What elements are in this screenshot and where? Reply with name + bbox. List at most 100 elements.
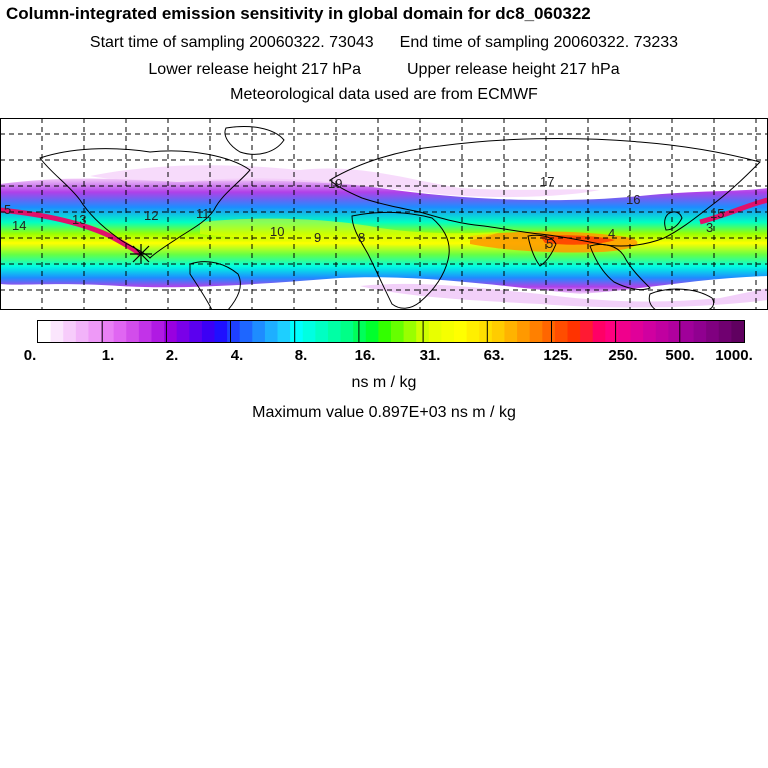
track-label: 8 (358, 230, 365, 245)
track-label: 16 (626, 192, 640, 207)
legend-swatch (151, 321, 165, 342)
maximum-value-label: Maximum value 0.897E+03 ns m / kg (252, 404, 516, 421)
legend-tick-label: 31. (420, 347, 441, 364)
start-time-label: Start time of sampling 20060322. 73043 (89, 34, 374, 51)
legend-ticks (101, 321, 681, 342)
legend-swatch (101, 321, 115, 342)
legend-swatch (75, 321, 90, 342)
legend-tick-label: 2. (166, 347, 179, 364)
legend-swatch (491, 321, 506, 342)
legend-tick-label: 1. (102, 347, 115, 364)
legend-swatch (554, 321, 569, 342)
track-label: 13 (72, 212, 86, 227)
sampling-time-line: Start time of sampling 20060322. 73043 En… (0, 34, 768, 52)
legend-swatch (378, 321, 392, 342)
legend-swatch (340, 321, 354, 342)
legend-frame (37, 320, 745, 343)
emission-sensitivity-map: 5 14 13 12 11 10 9 8 19 17 16 4 3 15 5 (0, 118, 768, 310)
legend-swatch (693, 321, 707, 342)
legend-swatch (353, 321, 367, 342)
track-label: 15 (710, 206, 724, 221)
legend-swatch (731, 321, 745, 342)
legend-swatch (164, 321, 178, 342)
legend-swatch (680, 321, 695, 342)
legend-swatch (138, 321, 153, 342)
legend-swatch (428, 321, 443, 342)
legend-swatch (63, 321, 77, 342)
legend-swatch (466, 321, 480, 342)
track-label: 14 (12, 218, 26, 233)
legend-swatch (504, 321, 518, 342)
legend-swatch (391, 321, 405, 342)
legend-swatch (189, 321, 203, 342)
legend-tick-label: 500. (665, 347, 694, 364)
track-label: 19 (328, 176, 342, 191)
legend-tick-label: 0. (24, 347, 37, 364)
legend-swatch (38, 321, 52, 342)
sensitivity-wisps-north (90, 165, 600, 198)
legend-swatch (617, 321, 632, 342)
legend-tick-label: 125. (543, 347, 572, 364)
legend-swatch (302, 321, 316, 342)
greenland-outline (224, 126, 285, 155)
legend-swatch (592, 321, 606, 342)
color-legend: 0. 1. 2. 4. 8. 16. 31. 63. 125. 250. 500… (24, 320, 753, 364)
plot-title: Column-integrated emission sensitivity i… (6, 4, 591, 23)
backward-trajectory-west (0, 207, 142, 256)
legend-swatch (479, 321, 493, 342)
legend-swatch (214, 321, 228, 342)
legend-tick-label: 1000. (715, 347, 753, 364)
release-height-line: Lower release height 217 hPa Upper releas… (0, 61, 768, 79)
legend-tick-label: 250. (608, 347, 637, 364)
legend-swatch (50, 321, 64, 342)
legend-swatch (630, 321, 644, 342)
backward-trajectory-east (699, 197, 768, 225)
track-label: 3 (706, 220, 713, 235)
end-time-label: End time of sampling 20060322. 73233 (399, 34, 679, 51)
legend-swatch (643, 321, 657, 342)
legend-swatch (441, 321, 455, 342)
track-label: 17 (540, 174, 554, 189)
track-label: 5 (546, 236, 553, 251)
track-label: 10 (270, 224, 284, 239)
legend-swatch (277, 321, 291, 342)
legend-swatch (264, 321, 279, 342)
legend-units: ns m / kg (351, 374, 417, 391)
track-label: 11 (196, 206, 210, 221)
track-label: 12 (144, 208, 158, 223)
legend-swatch (315, 321, 329, 342)
track-label: 5 (4, 202, 11, 217)
legend-swatch (126, 321, 140, 342)
legend-swatch (290, 321, 304, 342)
legend-swatch (88, 321, 102, 342)
legend-swatch (655, 321, 669, 342)
legend-swatch (327, 321, 342, 342)
legend-tick-label: 8. (295, 347, 308, 364)
upper-height-label: Upper release height 217 hPa (407, 61, 620, 78)
north-america-outline (39, 148, 251, 259)
legend-swatch (239, 321, 253, 342)
legend-tick-label: 63. (484, 347, 505, 364)
legend-swatch (567, 321, 581, 342)
graticule (0, 118, 768, 310)
legend-swatch (252, 321, 266, 342)
legend-swatch (365, 321, 379, 342)
india-outline (527, 234, 557, 267)
lower-height-label: Lower release height 217 hPa (148, 61, 361, 78)
legend-swatch (718, 321, 732, 342)
legend-swatch (454, 321, 468, 342)
legend-swatch (668, 321, 682, 342)
southeast-asia-outline (589, 243, 651, 291)
met-data-label: Meteorological data used are from ECMWF (230, 86, 538, 103)
legend-swatch (706, 321, 720, 342)
release-point-star (130, 244, 152, 264)
legend-swatch (529, 321, 543, 342)
track-label: 4 (608, 226, 615, 241)
legend-swatch (176, 321, 190, 342)
australia-outline (648, 288, 715, 310)
sensitivity-core-atlantic (200, 218, 500, 246)
legend-swatch (113, 321, 127, 342)
legend-swatch (403, 321, 417, 342)
track-label: 9 (314, 230, 321, 245)
legend-swatch (605, 321, 619, 342)
